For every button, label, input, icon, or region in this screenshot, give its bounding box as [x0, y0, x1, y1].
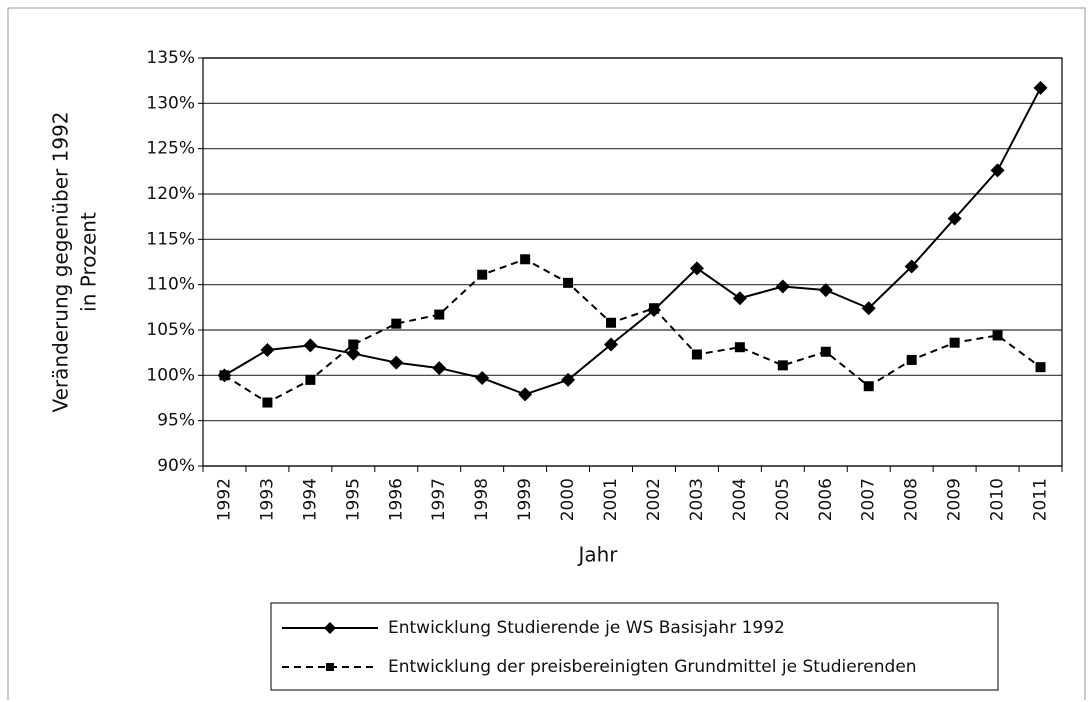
x-tick-label: 2001: [601, 478, 621, 521]
point: [949, 337, 960, 348]
x-tick-label: 2005: [773, 478, 793, 521]
y-axis-title: in Prozent: [77, 212, 101, 312]
point: [346, 346, 361, 361]
point: [518, 387, 533, 402]
point: [520, 254, 531, 265]
point: [260, 342, 275, 357]
point: [732, 291, 747, 306]
point: [992, 330, 1003, 341]
point: [563, 277, 574, 288]
y-tick-label: 125%: [146, 139, 195, 159]
x-tick-label: 1994: [300, 478, 320, 521]
legend-box: [270, 602, 999, 691]
point: [219, 370, 230, 381]
y-tick-label: 115%: [146, 229, 195, 249]
point: [432, 361, 447, 376]
x-tick-label: 1996: [386, 478, 406, 521]
x-tick-label: 2011: [1031, 478, 1051, 521]
y-axis-title: Veränderung gegenüber 1992: [49, 111, 73, 412]
x-tick-label: 1993: [257, 478, 277, 521]
point: [777, 360, 788, 371]
point: [775, 279, 790, 294]
x-tick-label: 2010: [988, 478, 1008, 521]
point: [818, 283, 833, 298]
y-tick-label: 110%: [146, 275, 195, 295]
y-tick-label: 120%: [146, 184, 195, 204]
legend-marker: [324, 622, 336, 634]
y-tick-label: 105%: [146, 320, 195, 340]
y-tick-label: 130%: [146, 93, 195, 113]
series-line: [223, 258, 1042, 404]
legend-label: Entwicklung Studierende je WS Basisjahr …: [388, 618, 785, 638]
point: [262, 397, 273, 408]
x-tick-label: 1997: [429, 478, 449, 521]
frame: [7, 7, 1086, 700]
point: [389, 355, 404, 370]
point: [691, 349, 702, 360]
x-tick-label: 2008: [902, 478, 922, 521]
point: [906, 354, 917, 365]
x-tick-label: 2006: [816, 478, 836, 521]
x-tick-label: 1998: [472, 478, 492, 521]
y-tick-label: 135%: [146, 48, 195, 68]
point: [947, 211, 962, 226]
x-axis-title: Jahr: [576, 543, 618, 567]
x-tick-label: 1992: [214, 478, 234, 521]
point: [391, 318, 402, 329]
point: [820, 346, 831, 357]
point: [734, 342, 745, 353]
x-tick-label: 2007: [859, 478, 879, 521]
x-tick-label: 2003: [687, 478, 707, 521]
point: [648, 303, 659, 314]
legend-marker: [326, 663, 334, 671]
point: [477, 269, 488, 280]
x-tick-label: 1999: [515, 478, 535, 521]
point: [1033, 80, 1048, 95]
point: [348, 339, 359, 350]
plot-border: [202, 57, 1063, 467]
point: [689, 261, 704, 276]
y-tick-label: 95%: [157, 411, 195, 431]
x-tick-label: 1995: [343, 478, 363, 521]
point: [305, 374, 316, 385]
x-tick-label: 2002: [644, 478, 664, 521]
legend-label: Entwicklung der preisbereinigten Grundmi…: [388, 657, 917, 677]
series-line: [223, 87, 1042, 396]
point: [561, 372, 576, 387]
y-tick-label: 100%: [146, 365, 195, 385]
x-tick-label: 2004: [730, 478, 750, 521]
point: [863, 381, 874, 392]
point: [434, 309, 445, 320]
point: [904, 259, 919, 274]
point: [990, 163, 1005, 178]
point: [606, 317, 617, 328]
point: [303, 338, 318, 353]
x-tick-label: 2009: [945, 478, 965, 521]
x-tick-label: 2000: [558, 478, 578, 521]
point: [475, 371, 490, 386]
point: [1035, 362, 1046, 373]
y-tick-label: 90%: [157, 456, 195, 476]
point: [861, 301, 876, 316]
point: [604, 337, 619, 352]
